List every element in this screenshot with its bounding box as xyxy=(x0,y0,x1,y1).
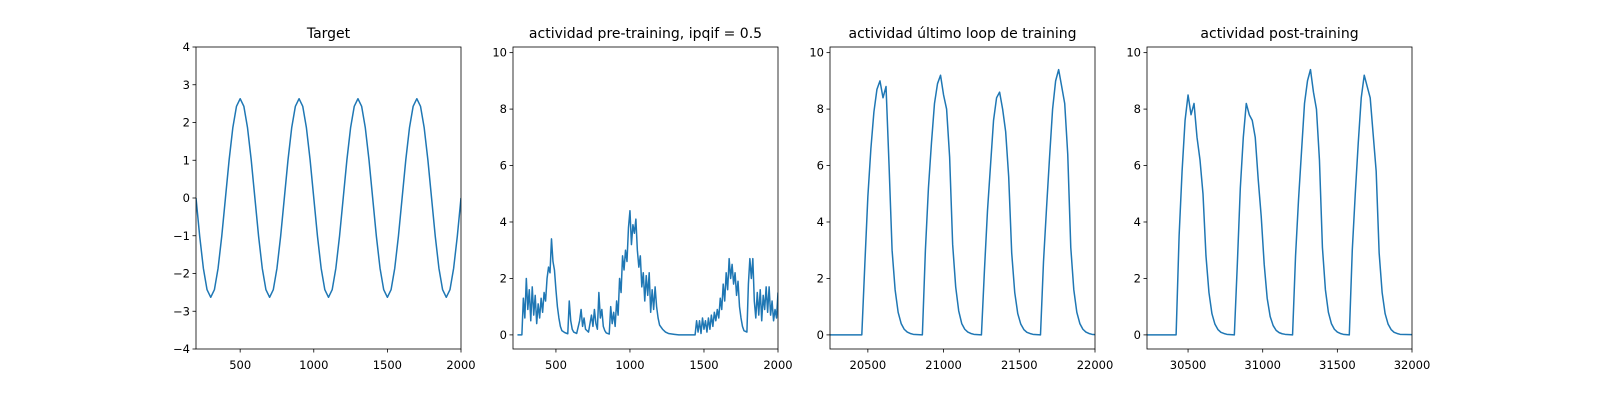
y-tick-label: 0 xyxy=(183,191,190,205)
y-tick-label: 2 xyxy=(1134,271,1141,285)
x-tick-label: 500 xyxy=(229,358,251,372)
x-tick-label: 1500 xyxy=(373,358,402,372)
x-tick-label: 2000 xyxy=(446,358,475,372)
x-tick-label: 20500 xyxy=(850,358,887,372)
x-tick-label: 22000 xyxy=(1077,358,1114,372)
y-tick-label: 0 xyxy=(817,328,824,342)
axes-frame xyxy=(1146,46,1413,350)
y-tick-label: 0 xyxy=(1134,328,1141,342)
y-tick-label: 10 xyxy=(492,46,507,60)
subplot: Target 500 1000 1500 2000 −4 −3 −2 −1 0 1 2 3 4 xyxy=(173,26,476,372)
subplot-title: actividad último loop de training xyxy=(849,26,1077,42)
y-tick-label: −2 xyxy=(173,267,190,281)
y-tick-label: 10 xyxy=(809,46,824,60)
y-tick-label: 4 xyxy=(817,215,824,229)
y-tick-label: 3 xyxy=(183,78,190,92)
y-tick-label: 8 xyxy=(817,102,824,116)
x-tick-label: 31000 xyxy=(1244,358,1281,372)
x-tick-label: 1500 xyxy=(689,358,718,372)
y-tick-label: 2 xyxy=(817,271,824,285)
subplot-title: actividad post-training xyxy=(1200,26,1358,42)
axes-frame xyxy=(512,46,779,350)
y-tick-label: 8 xyxy=(1134,102,1141,116)
y-tick-label: 2 xyxy=(183,116,190,130)
data-line xyxy=(196,97,461,299)
x-tick-label: 1000 xyxy=(615,358,644,372)
y-tick-label: 4 xyxy=(183,40,190,54)
y-tick-label: 6 xyxy=(1134,159,1141,173)
subplot: actividad pre-training, ipqif = 0.5 500 10… xyxy=(492,26,792,372)
y-tick-label: 6 xyxy=(817,159,824,173)
data-line xyxy=(1147,68,1412,336)
x-tick-label: 32000 xyxy=(1394,358,1431,372)
y-tick-label: −3 xyxy=(173,304,190,318)
axes-frame xyxy=(829,46,1096,350)
subplot-title: actividad pre-training, ipqif = 0.5 xyxy=(529,26,762,42)
y-tick-label: −1 xyxy=(173,229,190,243)
x-tick-label: 1000 xyxy=(299,358,328,372)
subplot-title: Target xyxy=(306,26,351,42)
y-tick-label: 10 xyxy=(1126,46,1141,60)
y-tick-label: 0 xyxy=(500,328,507,342)
data-line xyxy=(830,68,1095,336)
x-tick-label: 31500 xyxy=(1319,358,1356,372)
axes-frame xyxy=(195,46,462,350)
y-tick-label: 4 xyxy=(500,215,507,229)
x-tick-label: 21500 xyxy=(1001,358,1038,372)
y-tick-label: 1 xyxy=(183,153,190,167)
x-tick-label: 30500 xyxy=(1170,358,1207,372)
x-tick-label: 500 xyxy=(545,358,567,372)
y-tick-label: −4 xyxy=(173,342,190,356)
y-tick-label: 6 xyxy=(500,159,507,173)
x-tick-label: 21000 xyxy=(925,358,962,372)
x-tick-label: 2000 xyxy=(763,358,792,372)
data-line xyxy=(517,209,778,336)
y-tick-label: 4 xyxy=(1134,215,1141,229)
y-tick-label: 2 xyxy=(500,271,507,285)
subplot: actividad post-training 30500 31000 31500 32… xyxy=(1126,26,1430,372)
y-tick-label: 8 xyxy=(500,102,507,116)
